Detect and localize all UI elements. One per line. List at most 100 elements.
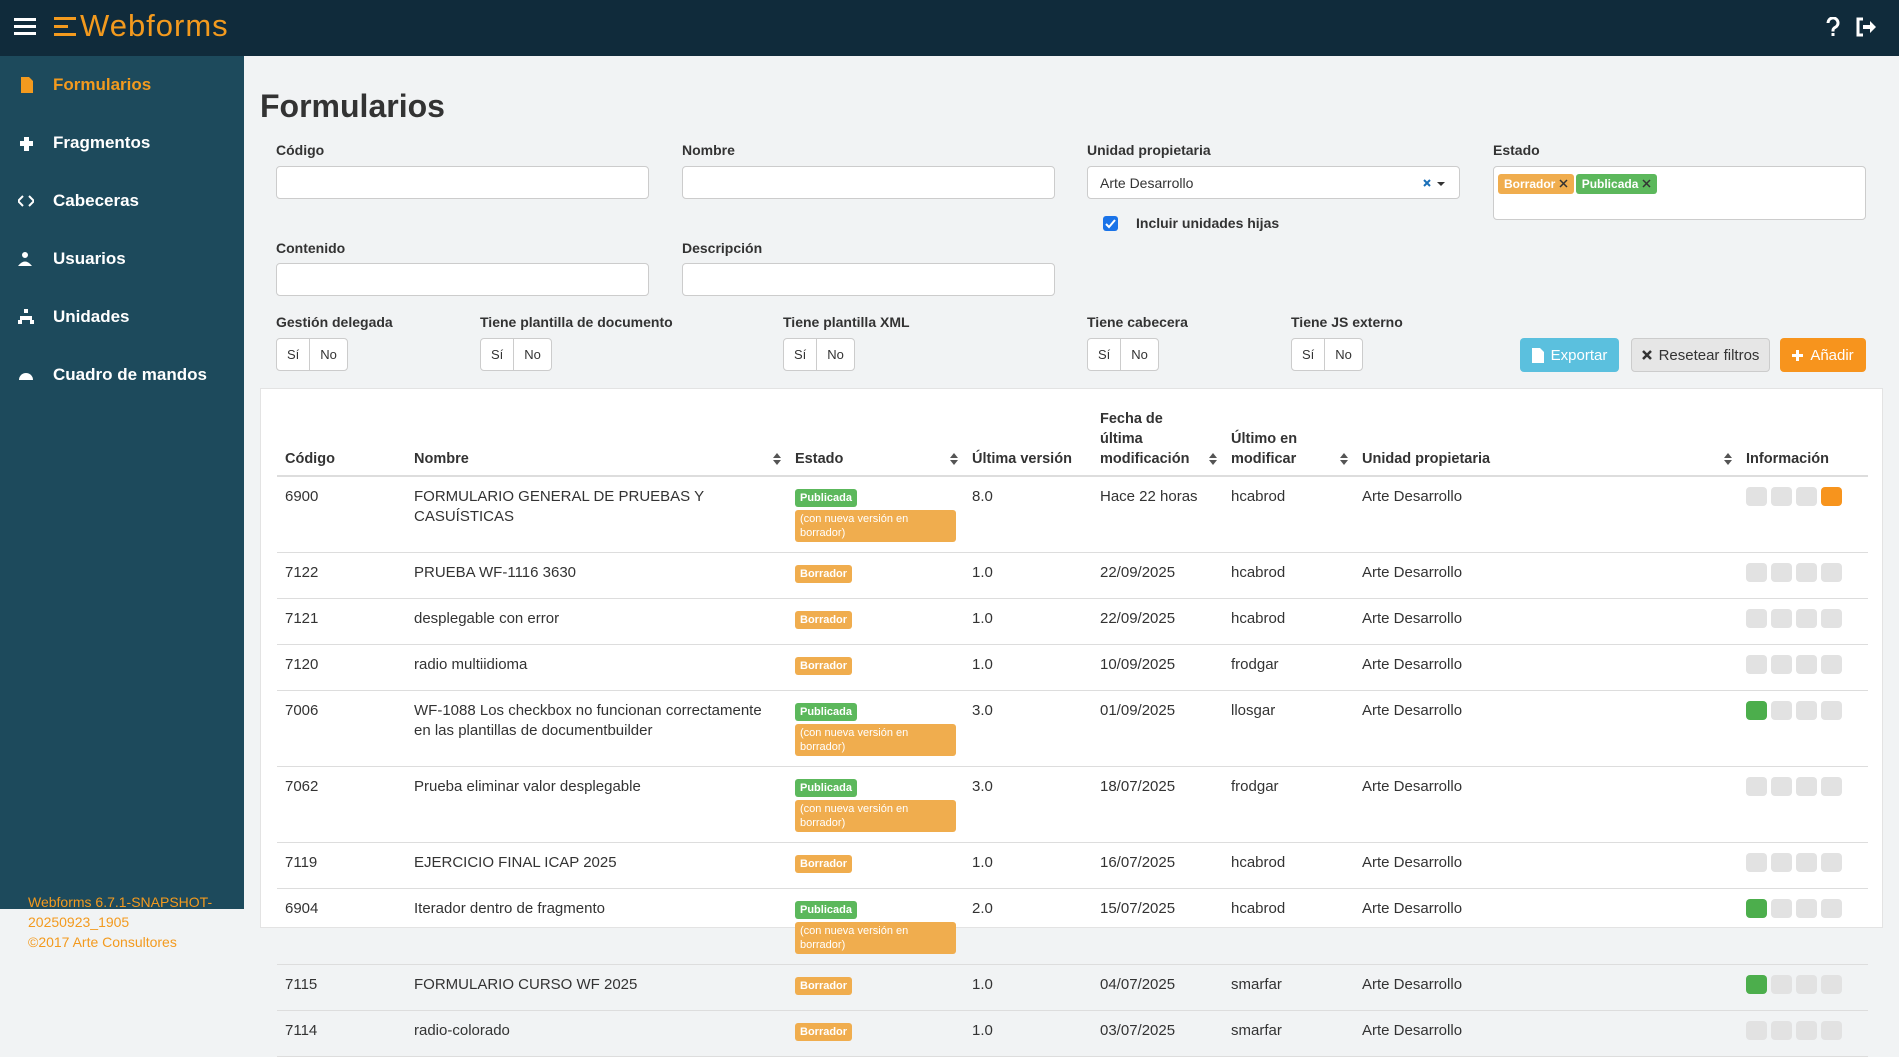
cell: 7121 xyxy=(277,598,406,645)
cell: FORMULARIO GENERAL DE PRUEBAS Y CASUÍSTI… xyxy=(406,476,787,553)
column-header[interactable]: Estado xyxy=(787,403,964,477)
info-icon xyxy=(1771,853,1792,872)
table-row[interactable]: 7122 PRUEBA WF-1116 3630 Borrador 1.0 22/09/… xyxy=(277,552,1868,599)
info-icon[interactable] xyxy=(1746,701,1767,720)
cell: hcabrod xyxy=(1223,598,1354,645)
toggle-option[interactable]: Sí xyxy=(794,347,807,362)
status-badge: Borrador xyxy=(795,855,853,873)
cell: FORMULARIO CURSO WF 2025 xyxy=(406,964,787,1011)
toggle-label: Tiene cabecera xyxy=(1087,314,1188,330)
nav-label: Unidades xyxy=(53,307,130,326)
column-header[interactable]: Nombre xyxy=(406,403,787,477)
table-row[interactable]: 7121 desplegable con error Borrador 1.0 22/0… xyxy=(277,598,1868,645)
unit-select[interactable]: Arte Desarrollo xyxy=(1087,166,1460,199)
info-icon xyxy=(1796,655,1817,674)
cell: 18/07/2025 xyxy=(1092,766,1223,843)
select-value: Arte Desarrollo xyxy=(1100,175,1194,191)
toggle-option[interactable]: Sí xyxy=(491,347,504,362)
cell: 10/09/2025 xyxy=(1092,644,1223,691)
cell: Arte Desarrollo xyxy=(1354,842,1738,889)
filter-input[interactable] xyxy=(276,166,649,199)
nav-item[interactable]: Cuadro de mandos xyxy=(0,355,244,395)
nav-item[interactable]: Cabeceras xyxy=(0,181,244,221)
table-row[interactable]: 6904 Iterador dentro de fragmento Publicad… xyxy=(277,888,1868,965)
cell: smarfar xyxy=(1223,1010,1354,1057)
status-select[interactable]: Borrador Publicada xyxy=(1493,166,1866,220)
button-label: Añadir xyxy=(1810,346,1854,364)
cell: radio multiidioma xyxy=(406,644,787,691)
toggle-option[interactable]: No xyxy=(816,339,854,370)
table-row[interactable]: 7115 FORMULARIO CURSO WF 2025 Borrador 1.0 0… xyxy=(277,964,1868,1011)
nav-label: Fragmentos xyxy=(53,133,151,152)
toggle-group: Sí No xyxy=(480,338,552,371)
tag-remove[interactable] xyxy=(1642,179,1651,188)
table-row[interactable]: 7119 EJERCICIO FINAL ICAP 2025 Borrador 1.0… xyxy=(277,842,1868,889)
info-icon xyxy=(1821,853,1842,872)
info-cell xyxy=(1738,476,1868,553)
info-cell xyxy=(1738,598,1868,645)
toggle-option[interactable]: No xyxy=(309,339,347,370)
status-badge: Borrador xyxy=(795,611,853,629)
nav-item[interactable]: Fragmentos xyxy=(0,123,244,163)
checkbox[interactable] xyxy=(1103,216,1118,231)
button-label: Resetear filtros xyxy=(1658,346,1760,364)
info-icon xyxy=(1821,701,1842,720)
table-row[interactable]: 7114 radio-colorado Borrador 1.0 03/07/2025 s… xyxy=(277,1010,1868,1057)
status-badge: Borrador xyxy=(795,657,853,675)
cell: 7122 xyxy=(277,552,406,599)
nav-item[interactable]: Usuarios xyxy=(0,239,244,279)
table-row[interactable]: 6900 FORMULARIO GENERAL DE PRUEBAS Y CASU… xyxy=(277,476,1868,553)
tag-remove[interactable] xyxy=(1559,179,1568,188)
column-header[interactable]: Unidad propietaria xyxy=(1354,403,1738,477)
toggle-option[interactable]: No xyxy=(1324,339,1362,370)
cell: 3.0 xyxy=(964,690,1092,767)
filter-input[interactable] xyxy=(276,263,649,296)
info-icon xyxy=(1796,487,1817,506)
logout-icon[interactable] xyxy=(1855,17,1877,37)
table-row[interactable]: 7120 radio multiidioma Borrador 1.0 10/09/20… xyxy=(277,644,1868,691)
status-badge: Publicada xyxy=(795,779,857,797)
info-cell xyxy=(1738,644,1868,691)
status-cell: Borrador xyxy=(787,964,964,1011)
status-badge: Borrador xyxy=(795,565,853,583)
filter-input[interactable] xyxy=(682,166,1055,199)
add-button[interactable]: Añadir xyxy=(1780,338,1866,372)
status-tag: Publicada xyxy=(1575,174,1657,194)
toggle-option[interactable]: Sí xyxy=(1098,347,1111,362)
filter-input[interactable] xyxy=(682,263,1055,296)
toggle-option[interactable]: Sí xyxy=(287,347,300,362)
cell: 7006 xyxy=(277,690,406,767)
status-cell: Publicada (con nueva versión en borrador) xyxy=(787,476,964,553)
nav-item[interactable]: Unidades xyxy=(0,297,244,337)
info-icon[interactable] xyxy=(1746,975,1767,994)
tag-label: Borrador xyxy=(1504,177,1556,191)
column-header[interactable]: Último en modificar xyxy=(1223,403,1354,477)
toggle-group: Sí No xyxy=(276,338,348,371)
cell: 6904 xyxy=(277,888,406,965)
cell: frodgar xyxy=(1223,766,1354,843)
export-button[interactable]: Exportar xyxy=(1520,338,1619,372)
table-row[interactable]: 7062 Prueba eliminar valor desplegable Pub… xyxy=(277,766,1868,843)
info-icon xyxy=(1746,563,1767,582)
table-row[interactable]: 7006 WF-1088 Los checkbox no funcionan co… xyxy=(277,690,1868,767)
column-header[interactable]: Fecha de última modificación xyxy=(1092,403,1223,477)
nav-icon xyxy=(20,137,33,151)
version: Webforms 6.7.1-SNAPSHOT-20250923_1905 xyxy=(28,894,213,930)
help-icon[interactable] xyxy=(1826,17,1840,39)
toggle-group: Sí No xyxy=(1291,338,1363,371)
reset-button[interactable]: Resetear filtros xyxy=(1631,338,1770,372)
sort-icon xyxy=(1340,453,1348,465)
forms-table: Código Nombre Estado Última versión Fecha de… xyxy=(277,403,1868,1057)
info-icon xyxy=(1796,975,1817,994)
toggle-option[interactable]: No xyxy=(1120,339,1158,370)
toggle-option[interactable]: No xyxy=(513,339,551,370)
sort-icon xyxy=(1209,453,1217,465)
toggle-option[interactable]: Sí xyxy=(1302,347,1315,362)
cell: 1.0 xyxy=(964,598,1092,645)
menu-icon[interactable] xyxy=(14,17,36,37)
draft-note: (con nueva versión en borrador) xyxy=(795,922,956,954)
nav-item[interactable]: Formularios xyxy=(0,65,244,105)
cell: 1.0 xyxy=(964,964,1092,1011)
cell: 1.0 xyxy=(964,644,1092,691)
info-icon[interactable] xyxy=(1821,487,1842,506)
